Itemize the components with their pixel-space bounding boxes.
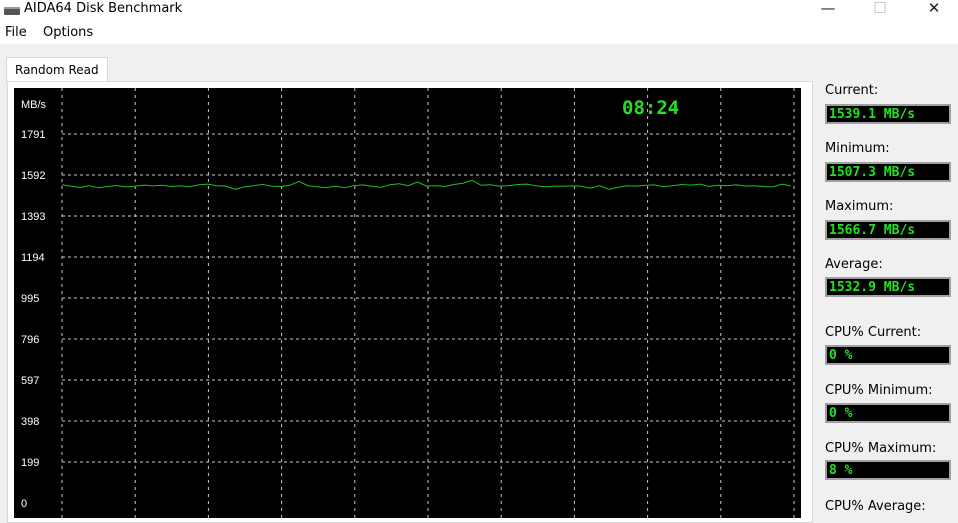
- y-tick-label: 398: [21, 416, 39, 428]
- menu-file[interactable]: File: [5, 25, 27, 40]
- y-tick-label: 597: [21, 375, 39, 387]
- y-axis-label: MB/s: [21, 99, 47, 111]
- stat-value: 8 %: [825, 460, 951, 480]
- y-tick-label: 0: [21, 498, 27, 510]
- y-tick-label: 995: [21, 293, 39, 305]
- stat-value: 1532.9 MB/s: [825, 277, 951, 297]
- y-tick-label: 1393: [21, 211, 45, 223]
- stat-label: Maximum:: [825, 199, 894, 214]
- stat-label: CPU% Maximum:: [825, 441, 937, 456]
- stat-label: CPU% Minimum:: [825, 383, 933, 398]
- stat-value: 1566.7 MB/s: [825, 220, 951, 240]
- menu-bar: File Options: [0, 22, 958, 44]
- maximize-button[interactable]: ☐: [873, 0, 887, 17]
- y-tick-label: 199: [21, 457, 39, 469]
- y-tick-label: 796: [21, 334, 39, 346]
- y-tick-label: 1791: [21, 129, 45, 141]
- elapsed-time: 08:24: [622, 97, 680, 119]
- stat-label: CPU% Current:: [825, 325, 922, 340]
- y-tick-label: 1592: [21, 170, 45, 182]
- window-title: AIDA64 Disk Benchmark: [24, 1, 183, 16]
- menu-options[interactable]: Options: [43, 25, 94, 40]
- disk-icon: [4, 7, 20, 15]
- y-tick-label: 1194: [21, 252, 45, 264]
- stat-value: 0 %: [825, 403, 951, 423]
- stat-value: 1507.3 MB/s: [825, 162, 951, 182]
- minimize-button[interactable]: —: [820, 0, 836, 17]
- benchmark-chart: MB/s 1791 1592 1393 1194 995 796 597 398 199 0 08:…: [14, 88, 801, 518]
- read-speed-line: [61, 179, 792, 190]
- tab-random-read[interactable]: Random Read: [6, 57, 108, 82]
- close-button[interactable]: ✕: [927, 0, 941, 17]
- stat-value: 0 %: [825, 345, 951, 365]
- chart-svg: MB/s 1791 1592 1393 1194 995 796 597 398 199 0: [21, 88, 795, 518]
- stat-label: CPU% Average:: [825, 499, 926, 514]
- stat-label: Minimum:: [825, 141, 890, 156]
- stat-label: Current:: [825, 83, 879, 98]
- title-bar: AIDA64 Disk Benchmark — ☐ ✕: [0, 0, 958, 22]
- stat-label: Average:: [825, 257, 883, 272]
- stat-value: 1539.1 MB/s: [825, 104, 951, 124]
